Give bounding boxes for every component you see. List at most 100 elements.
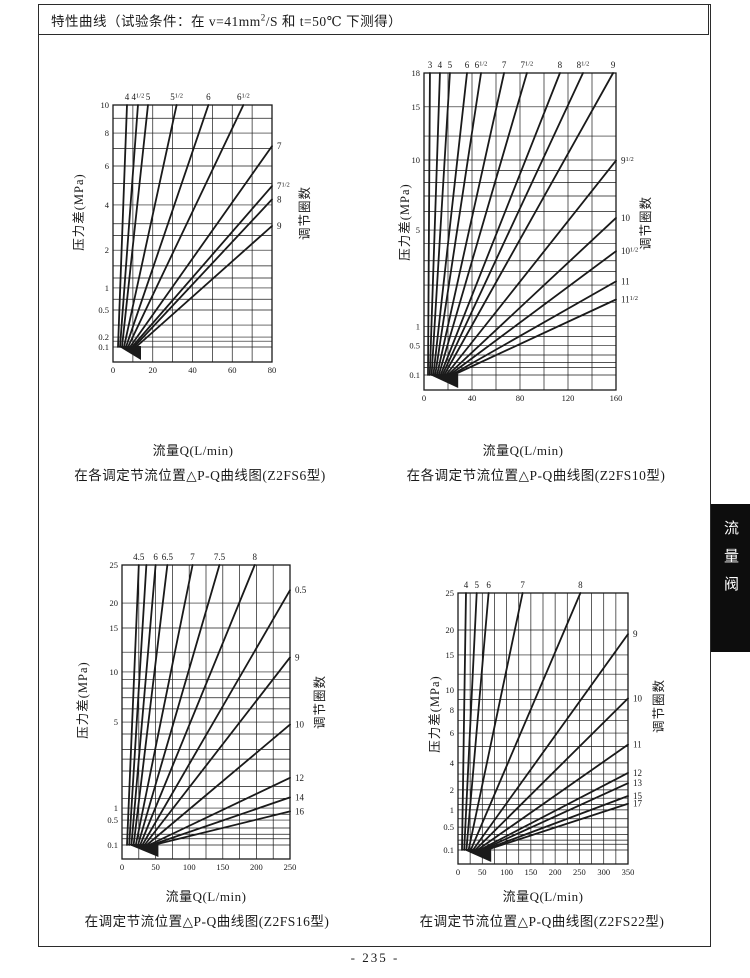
svg-text:2: 2: [450, 785, 454, 795]
svg-text:200: 200: [250, 862, 263, 872]
svg-text:80: 80: [516, 393, 525, 403]
svg-text:5: 5: [416, 225, 420, 235]
svg-text:10: 10: [412, 155, 421, 165]
svg-text:13: 13: [633, 778, 643, 788]
svg-text:4: 4: [125, 92, 130, 102]
chart-caption-z2fs6: 在各调定节流位置△P-Q曲线图(Z2FS6型): [74, 468, 326, 483]
superscript-2: 2: [260, 12, 266, 22]
svg-text:16: 16: [295, 806, 305, 816]
svg-text:9: 9: [295, 652, 300, 662]
x-axis-caption-z2fs10: 流量Q(L/min): [482, 443, 564, 458]
svg-text:350: 350: [622, 867, 635, 877]
svg-text:0.1: 0.1: [98, 342, 109, 352]
svg-text:14: 14: [295, 792, 305, 802]
svg-text:5: 5: [474, 580, 479, 590]
svg-text:7: 7: [502, 60, 507, 70]
svg-text:0.1: 0.1: [409, 370, 420, 380]
chart-caption-z2fs16: 在调定节流位置△P-Q曲线图(Z2FS16型): [84, 914, 330, 929]
svg-text:9: 9: [633, 629, 638, 639]
svg-text:20: 20: [446, 625, 455, 635]
svg-text:10: 10: [633, 693, 643, 703]
svg-text:9: 9: [611, 60, 616, 70]
chart-caption-z2fs10: 在各调定节流位置△P-Q曲线图(Z2FS10型): [406, 468, 666, 483]
svg-text:0.2: 0.2: [98, 332, 109, 342]
svg-text:0: 0: [111, 365, 115, 375]
svg-text:4.5: 4.5: [133, 552, 145, 562]
svg-text:11: 11: [621, 276, 630, 286]
svg-text:41/2: 41/2: [132, 92, 145, 102]
svg-text:0.5: 0.5: [295, 585, 307, 595]
svg-text:150: 150: [216, 862, 229, 872]
svg-text:0: 0: [120, 862, 124, 872]
svg-text:25: 25: [110, 560, 119, 570]
svg-text:5: 5: [114, 717, 118, 727]
x-axis-caption-z2fs6: 流量Q(L/min): [152, 443, 234, 458]
svg-text:15: 15: [412, 102, 421, 112]
svg-text:50: 50: [478, 867, 487, 877]
svg-text:1: 1: [105, 283, 109, 293]
svg-text:1: 1: [416, 322, 420, 332]
svg-text:60: 60: [228, 365, 237, 375]
svg-text:7: 7: [190, 552, 195, 562]
svg-text:10: 10: [446, 685, 455, 695]
svg-text:0: 0: [422, 393, 426, 403]
flow-valve-tab-label: 流量阀: [722, 520, 738, 604]
x-axis-caption-z2fs16: 流量Q(L/min): [165, 889, 247, 904]
svg-text:71/2: 71/2: [521, 60, 534, 70]
svg-text:81/2: 81/2: [577, 60, 590, 70]
svg-text:7: 7: [520, 580, 525, 590]
svg-text:9: 9: [277, 221, 282, 231]
svg-text:0.5: 0.5: [409, 341, 420, 351]
right-axis-label-z2fs16: 调节圈数: [313, 675, 327, 730]
svg-text:4: 4: [450, 758, 455, 768]
svg-text:250: 250: [284, 862, 297, 872]
svg-text:6: 6: [206, 92, 211, 102]
svg-text:2: 2: [105, 245, 109, 255]
svg-text:15: 15: [446, 650, 455, 660]
svg-text:160: 160: [610, 393, 623, 403]
svg-text:0.5: 0.5: [443, 822, 454, 832]
svg-text:6.5: 6.5: [162, 552, 174, 562]
flow-valve-section-tab: 流量阀: [711, 504, 750, 652]
x-axis-caption-z2fs22: 流量Q(L/min): [502, 889, 584, 904]
svg-text:12: 12: [295, 773, 304, 783]
svg-text:5: 5: [146, 92, 151, 102]
svg-text:50: 50: [151, 862, 160, 872]
svg-text:6: 6: [486, 580, 491, 590]
svg-text:300: 300: [597, 867, 610, 877]
svg-text:0.1: 0.1: [443, 845, 454, 855]
right-axis-label-z2fs10: 调节圈数: [639, 196, 653, 251]
svg-text:4: 4: [105, 200, 110, 210]
svg-text:17: 17: [633, 799, 643, 809]
svg-text:4: 4: [464, 580, 469, 590]
svg-text:7.5: 7.5: [214, 552, 226, 562]
svg-text:10: 10: [621, 213, 631, 223]
svg-text:71/2: 71/2: [277, 181, 290, 191]
svg-text:0: 0: [456, 867, 460, 877]
page-number: - 235 -: [350, 950, 400, 965]
header-bar: 特性曲线（试验条件：在 v=41mm2/S 和 t=50℃ 下测得）: [38, 4, 709, 35]
svg-text:101/2: 101/2: [621, 246, 638, 256]
svg-text:80: 80: [268, 365, 277, 375]
svg-text:40: 40: [188, 365, 197, 375]
svg-text:3: 3: [428, 60, 433, 70]
svg-text:120: 120: [562, 393, 575, 403]
svg-text:6: 6: [153, 552, 158, 562]
svg-text:0.5: 0.5: [98, 305, 109, 315]
svg-text:12: 12: [633, 768, 642, 778]
svg-text:8: 8: [450, 705, 454, 715]
svg-text:5: 5: [448, 60, 453, 70]
svg-text:4: 4: [438, 60, 443, 70]
plot-z2fs16: 25 20 15 10 5 1 0.5 0.1 0 50 100 150 200 250 4.5 6 6.5 7 7…: [107, 552, 307, 872]
right-axis-label-z2fs22: 调节圈数: [652, 679, 666, 734]
svg-text:25: 25: [446, 588, 455, 598]
y-axis-label-z2fs16: 压力差(MPa): [76, 661, 90, 739]
svg-text:6: 6: [450, 728, 454, 738]
svg-text:8: 8: [252, 552, 257, 562]
svg-text:8: 8: [578, 580, 583, 590]
svg-text:0.5: 0.5: [107, 815, 118, 825]
svg-text:100: 100: [183, 862, 196, 872]
page-title: 特性曲线（试验条件：在 v=41mm2/S 和 t=50℃ 下测得）: [51, 12, 403, 29]
svg-text:91/2: 91/2: [621, 156, 634, 166]
